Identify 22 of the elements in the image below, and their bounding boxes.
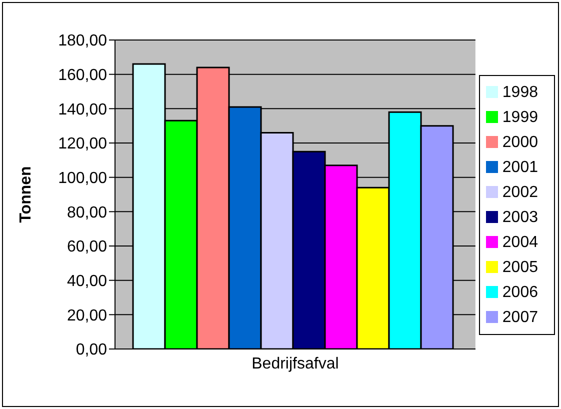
y-tick-label: 20,00 — [66, 307, 108, 324]
legend-label: 1999 — [502, 108, 538, 126]
y-tick-label: 140,00 — [58, 101, 108, 118]
y-tick-label: 120,00 — [58, 136, 108, 153]
y-tick-label: 180,00 — [58, 32, 108, 50]
y-tick-label: 60,00 — [66, 238, 108, 256]
y-tick-label: 0,00 — [76, 342, 108, 359]
legend-label: 2003 — [502, 208, 538, 226]
legend-label: 2002 — [502, 184, 538, 200]
y-tick-label: 40,00 — [66, 273, 108, 290]
legend-label: 2006 — [502, 284, 538, 300]
legend-label: 2000 — [502, 134, 538, 150]
legend-label: 2007 — [502, 308, 538, 326]
legend-label: 1998 — [502, 84, 538, 100]
legend-label: 2001 — [502, 158, 538, 176]
y-axis-title: Tonnen — [18, 166, 35, 223]
y-tick-label: 160,00 — [58, 67, 108, 84]
x-tick-label: Bedrijfsafval — [252, 355, 339, 372]
y-tick-label: 80,00 — [66, 204, 108, 222]
legend-label: 2005 — [502, 258, 538, 276]
legend-label: 2004 — [502, 234, 538, 250]
y-tick-label: 100,00 — [58, 170, 108, 188]
